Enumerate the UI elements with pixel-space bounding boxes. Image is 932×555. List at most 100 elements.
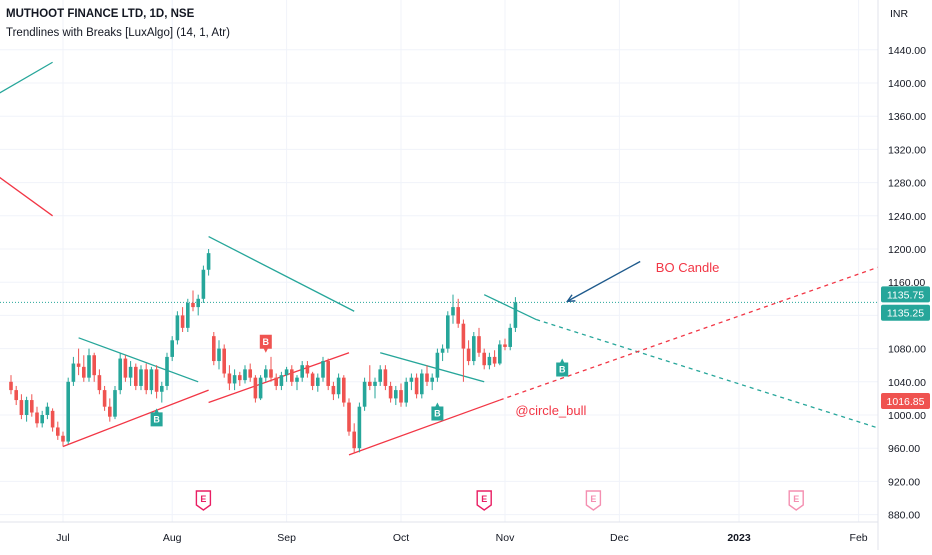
- candle-body: [326, 361, 330, 386]
- time-tick-label: Sep: [277, 532, 296, 544]
- annotation-text: BO Candle: [656, 260, 720, 275]
- time-axis[interactable]: JulAugSepOctNovDec2023FebMar: [0, 521, 932, 544]
- candle-body: [165, 356, 169, 386]
- candle-body: [191, 302, 195, 308]
- candle-body: [404, 381, 408, 403]
- break-marker: B: [556, 358, 569, 377]
- candle-body: [477, 336, 481, 353]
- candle-body: [316, 377, 320, 386]
- time-tick-label: Feb: [850, 532, 868, 544]
- break-marker: B: [431, 402, 444, 421]
- candle-body: [201, 269, 206, 299]
- candle-body: [373, 381, 377, 386]
- price-labels: 1135.75 1135.25 1016.85: [881, 286, 930, 410]
- time-tick-label: Dec: [610, 532, 629, 544]
- trendline-resistance: [0, 61, 53, 94]
- candle-body: [243, 369, 247, 381]
- candle-body: [513, 302, 518, 328]
- candle-body: [435, 352, 440, 378]
- candle-body: [487, 356, 492, 366]
- candle-body: [394, 390, 398, 399]
- gridlines: [0, 0, 878, 522]
- marker-label: B: [559, 365, 566, 375]
- price-tag-text: 1135.25: [887, 308, 924, 320]
- break-marker: B: [259, 334, 272, 353]
- candle-body: [279, 375, 284, 386]
- candle-body: [186, 302, 190, 328]
- candle-body: [321, 361, 325, 378]
- candle-body: [113, 390, 117, 417]
- price-tick-label: 1080.00: [888, 344, 926, 356]
- candle-body: [378, 369, 382, 382]
- candle-body: [305, 365, 310, 374]
- candle-body: [336, 377, 341, 395]
- price-tag: [881, 286, 930, 303]
- candle-body: [284, 369, 289, 376]
- arrow-head: [565, 294, 576, 303]
- candle-body: [61, 435, 65, 442]
- candle-body: [347, 402, 351, 432]
- candle-body: [170, 340, 174, 357]
- candle-body: [290, 369, 294, 382]
- earnings-event-marker[interactable]: E: [195, 490, 212, 511]
- event-label: E: [481, 494, 487, 504]
- candle-body: [92, 355, 96, 376]
- earnings-event-marker[interactable]: E: [476, 490, 492, 511]
- annotations: BO Candle @circle_bull: [515, 260, 719, 418]
- candle-body: [357, 406, 362, 449]
- candle-body: [97, 375, 102, 391]
- time-tick-label: 2023: [727, 532, 751, 544]
- candle-body: [66, 381, 70, 442]
- trendline-support: [0, 176, 53, 217]
- candle-body: [144, 369, 148, 391]
- candle-body: [9, 381, 13, 391]
- event-label: E: [793, 494, 799, 504]
- candle-body: [295, 377, 299, 382]
- price-tick-label: 1160.00: [888, 277, 925, 289]
- candle-body: [108, 406, 112, 417]
- candle-body: [383, 369, 388, 386]
- candle-body: [154, 369, 159, 392]
- trendline-resistance: [380, 352, 485, 383]
- candle-body: [409, 377, 414, 382]
- marker-label: B: [263, 337, 270, 347]
- trendline-support: [348, 399, 501, 456]
- candle-body: [274, 377, 278, 386]
- marker-shape: [431, 402, 444, 421]
- price-axis[interactable]: INR 880.00 920.00 960.00 1000.00 1040.00 1080.…: [877, 0, 926, 550]
- indicator-legend[interactable]: Trendlines with Breaks [LuxAlgo] (14, 1,…: [6, 27, 230, 39]
- candle-body: [425, 373, 429, 382]
- candle-body: [40, 415, 44, 424]
- candle-body: [222, 348, 226, 374]
- currency-label: INR: [890, 8, 909, 20]
- candle-body: [466, 348, 471, 362]
- candle-body: [430, 377, 434, 382]
- earnings-event-marker[interactable]: E: [585, 490, 602, 511]
- price-tick-label: 1040.00: [888, 377, 926, 389]
- candle-body: [118, 358, 122, 391]
- event-shape: [476, 490, 492, 511]
- candle-body: [482, 352, 486, 366]
- candle-body: [30, 400, 34, 413]
- earnings-event-marker[interactable]: E: [788, 490, 804, 511]
- trendline-resistance: [78, 337, 199, 383]
- candle-body: [456, 307, 460, 324]
- trendline-resistance: [483, 294, 537, 321]
- price-tick-label: 1280.00: [888, 178, 926, 190]
- trendline-support: [62, 389, 209, 448]
- candle-body: [14, 390, 18, 401]
- trendline-resistance: [208, 235, 355, 312]
- candle-body: [56, 427, 60, 436]
- candle-body: [472, 336, 476, 362]
- candle-body: [227, 373, 232, 384]
- event-label: E: [590, 494, 596, 504]
- candle-body: [160, 385, 164, 392]
- candle-body: [212, 336, 216, 362]
- price-tick-label: 1000.00: [888, 410, 926, 422]
- price-tag-text: 1135.75: [887, 289, 924, 301]
- candle-body: [342, 377, 346, 403]
- candle-body: [269, 369, 273, 378]
- candle-body: [24, 400, 29, 415]
